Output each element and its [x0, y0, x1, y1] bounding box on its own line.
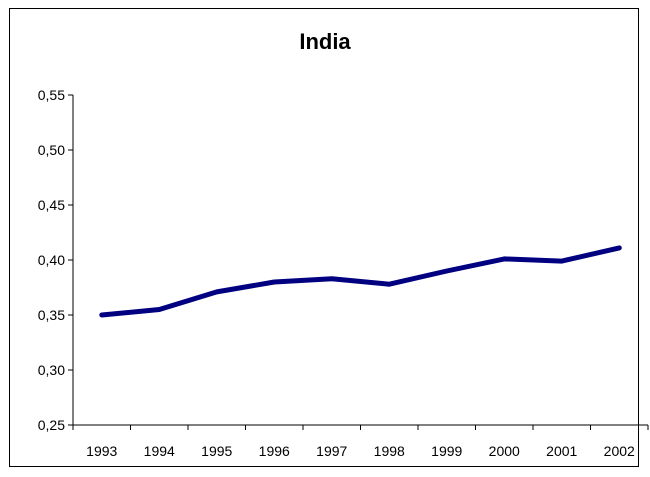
y-tick-label: 0,40	[38, 252, 65, 268]
y-tick-label: 0,25	[38, 417, 65, 433]
x-tick-label: 1999	[431, 443, 462, 459]
y-tick-label: 0,55	[38, 87, 65, 103]
x-tick-label: 1994	[144, 443, 175, 459]
y-tick-label: 0,45	[38, 197, 65, 213]
series-line	[99, 245, 622, 318]
y-tick-label: 0,30	[38, 362, 65, 378]
x-tick-label: 1998	[374, 443, 405, 459]
x-tick-label: 2000	[489, 443, 520, 459]
x-tick-label: 1995	[201, 443, 232, 459]
x-tick-label: 1997	[316, 443, 347, 459]
y-tick-label: 0,50	[38, 142, 65, 158]
chart-title: India	[299, 29, 351, 54]
x-tick-label: 2002	[604, 443, 635, 459]
x-tick-label: 1993	[86, 443, 117, 459]
x-tick-label: 2001	[546, 443, 577, 459]
chart-frame: India	[9, 8, 639, 467]
x-tick-label: 1996	[259, 443, 290, 459]
y-tick-label: 0,35	[38, 307, 65, 323]
